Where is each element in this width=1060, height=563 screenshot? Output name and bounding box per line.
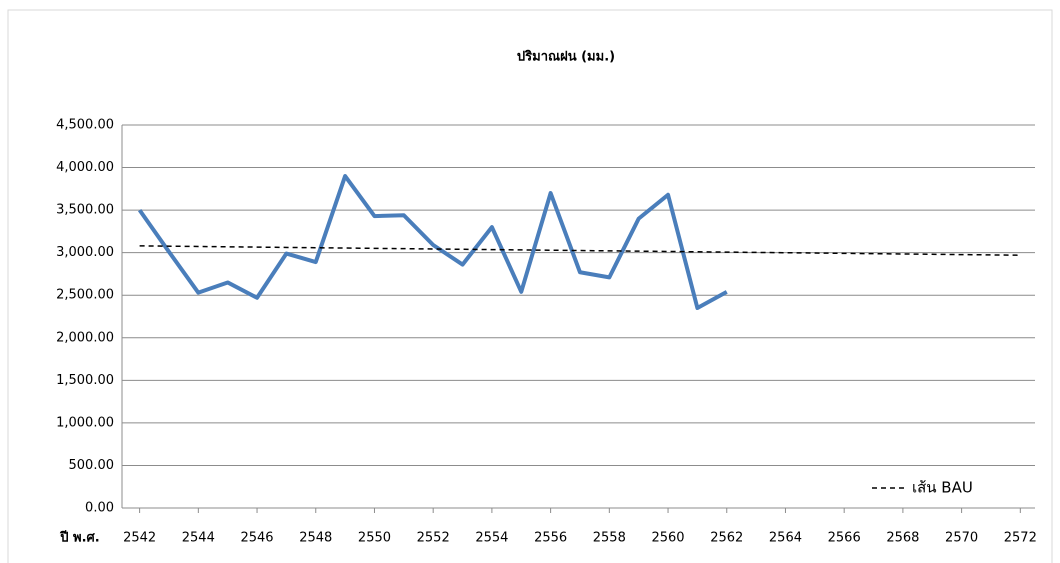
y-tick-label: 0.00 — [85, 501, 114, 516]
x-tick-label: 2570 — [945, 531, 978, 546]
x-tick-label: 2544 — [182, 531, 215, 546]
x-tick-label: 2556 — [534, 531, 567, 546]
y-tick-label: 4,000.00 — [56, 160, 114, 175]
x-tick-label: 2568 — [886, 531, 919, 546]
chart-title: ปริมาณฝน (มม.) — [517, 50, 615, 65]
y-tick-label: 4,500.00 — [56, 118, 114, 133]
x-axis-label: ปี พ.ศ. — [59, 530, 100, 546]
x-tick-label: 2554 — [475, 531, 508, 546]
x-tick-label: 2558 — [593, 531, 626, 546]
legend-label: เส้น BAU — [912, 479, 973, 497]
x-tick-label: 2566 — [828, 531, 861, 546]
x-tick-label: 2560 — [651, 531, 684, 546]
x-tick-label: 2550 — [358, 531, 391, 546]
y-tick-label: 2,500.00 — [56, 288, 114, 303]
data-line — [137, 174, 728, 310]
y-tick-label: 1,500.00 — [56, 373, 114, 388]
y-tick-label: 500.00 — [69, 458, 115, 473]
x-tick-label: 2548 — [299, 531, 332, 546]
chart-border — [7, 9, 1053, 563]
trend-line — [139, 245, 1021, 256]
x-tick-label: 2562 — [710, 531, 743, 546]
x-tick-label: 2552 — [417, 531, 450, 546]
x-tick-label: 2542 — [123, 531, 156, 546]
y-tick-label: 3,000.00 — [56, 245, 114, 260]
y-tick-label: 2,000.00 — [56, 330, 114, 345]
x-tick-label: 2572 — [1004, 531, 1037, 546]
x-tick-label: 2564 — [769, 531, 802, 546]
y-tick-label: 1,000.00 — [56, 415, 114, 430]
y-tick-label: 3,500.00 — [56, 203, 114, 218]
x-tick-label: 2546 — [240, 531, 273, 546]
